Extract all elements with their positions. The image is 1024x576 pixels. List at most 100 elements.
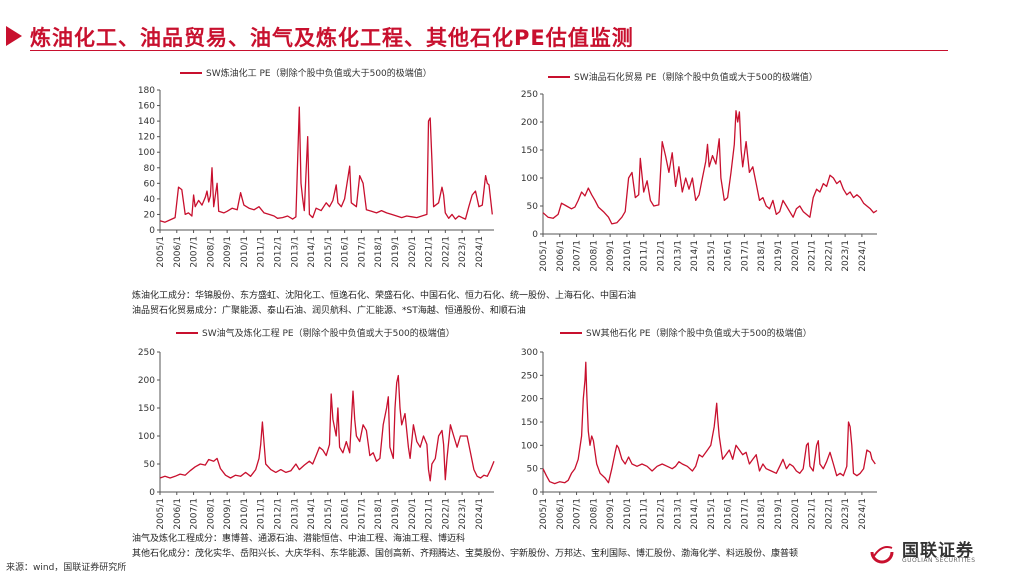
x-tick-label: 2013/1 bbox=[290, 236, 300, 268]
x-tick-label: 2024/1 bbox=[858, 240, 868, 272]
legend-trade-label: SW油品石化贸易 PE（剔除个股中负值或大于500的极端值） bbox=[574, 73, 818, 83]
chart-refining: 0 20 40 60 80 100 120 140 160 180 2005/1 2006/1 2007… bbox=[122, 78, 502, 288]
x-tick-label: 2022/1 bbox=[824, 240, 834, 272]
chart-trade-svg: 0 50 100 150 200 250 2005/1 2006/1 2007/1 2008/1 2… bbox=[521, 90, 878, 272]
x-tick-label: 2013/1 bbox=[673, 498, 683, 530]
x-tick-label: 2013/1 bbox=[290, 498, 300, 530]
y-tick-label: 40 bbox=[144, 195, 156, 205]
chart-engineering-svg: 0 50 100 150 200 250 2005/1 2006/1 2007/1 2008/1 2… bbox=[138, 348, 495, 530]
x-tick-label: 2014/1 bbox=[690, 498, 700, 530]
x-tick-label: 2008/1 bbox=[206, 498, 216, 530]
x-tick-label: 2008/1 bbox=[206, 236, 216, 268]
y-tick-label: 250 bbox=[138, 348, 155, 358]
x-tick-label: 2011/1 bbox=[640, 498, 650, 530]
x-tick-label: 2006/1 bbox=[556, 240, 566, 272]
x-tick-label: 2020/1 bbox=[408, 236, 418, 268]
y-tick-label: 60 bbox=[144, 179, 156, 189]
x-tick-label: 2016/1 bbox=[341, 498, 351, 530]
y-tick-label: 50 bbox=[527, 202, 539, 212]
x-tick-label: 2023/1 bbox=[841, 240, 851, 272]
members-trade: 油品贸石化贸易成分：广聚能源、泰山石油、润贝航科、广汇能源、*ST海越、恒通股份… bbox=[132, 306, 526, 316]
y-tick-label: 100 bbox=[138, 432, 155, 442]
x-tick-label: 2016/1 bbox=[724, 240, 734, 272]
x-tick-label: 2021/1 bbox=[808, 498, 818, 530]
x-tick-label: 2006/1 bbox=[173, 498, 183, 530]
y-tick-label: 180 bbox=[138, 86, 155, 96]
x-tick-label: 2022/1 bbox=[441, 498, 451, 530]
y-tick-label: 160 bbox=[138, 102, 155, 112]
x-tick-label: 2013/1 bbox=[673, 240, 683, 272]
x-tick-label: 2009/1 bbox=[606, 498, 616, 530]
y-tick-label: 100 bbox=[138, 148, 155, 158]
y-tick-label: 100 bbox=[521, 441, 538, 451]
y-tick-label: 200 bbox=[138, 376, 155, 386]
y-tick-label: 50 bbox=[527, 465, 539, 475]
x-tick-label: 2009/1 bbox=[223, 236, 233, 268]
y-tick-label: 120 bbox=[138, 133, 155, 143]
legend-refining: SW炼油化工 PE（剔除个股中负值或大于500的极端值） bbox=[180, 66, 432, 79]
y-tick-label: 250 bbox=[521, 371, 538, 381]
y-tick-label: 20 bbox=[144, 210, 156, 220]
logo-subtext: GUOLIAN SECURITIES bbox=[902, 557, 976, 564]
y-tick-label: 0 bbox=[532, 488, 538, 498]
x-tick-label: 2010/1 bbox=[623, 240, 633, 272]
y-tick-label: 150 bbox=[521, 418, 538, 428]
x-tick-label: 2015/1 bbox=[707, 240, 717, 272]
x-tick-label: 2011/1 bbox=[640, 240, 650, 272]
y-tick-label: 0 bbox=[149, 226, 155, 236]
x-tick-label: 2017/1 bbox=[740, 240, 750, 272]
x-tick-label: 2011/1 bbox=[257, 498, 267, 530]
chart-other-svg: 0 50 100 150 200 250 300 2005/1 2006/1 2007/1 2008… bbox=[521, 348, 877, 530]
y-tick-label: 150 bbox=[521, 146, 538, 156]
x-tick-label: 2005/1 bbox=[156, 236, 166, 268]
x-tick-label: 2006/1 bbox=[173, 236, 183, 268]
x-tick-label: 2023/1 bbox=[841, 498, 851, 530]
chart-trade: 0 50 100 150 200 250 2005/1 2006/1 2007/1 2008/1 2… bbox=[505, 82, 885, 292]
legend-trade: SW油品石化贸易 PE（剔除个股中负值或大于500的极端值） bbox=[548, 70, 818, 83]
members-refining: 炼油化工成分：华锦股份、东方盛虹、沈阳化工、恒逸石化、荣盛石化、中国石化、恒力石… bbox=[132, 291, 637, 301]
x-tick-label: 2005/1 bbox=[156, 498, 166, 530]
x-tick-label: 2009/1 bbox=[223, 498, 233, 530]
x-tick-label: 2005/1 bbox=[539, 498, 549, 530]
y-tick-label: 300 bbox=[521, 348, 538, 358]
chart-other: 0 50 100 150 200 250 300 2005/1 2006/1 2007/1 2008… bbox=[505, 340, 885, 550]
members-other: 其他石化成分：茂化实华、岳阳兴长、大庆华科、东华能源、国创高新、齐翔腾达、宝莫股… bbox=[132, 549, 799, 559]
x-tick-label: 2023/1 bbox=[458, 498, 468, 530]
x-tick-label: 2016/1 bbox=[341, 236, 351, 268]
x-tick-label: 2021/1 bbox=[425, 498, 435, 530]
x-tick-label: 2007/1 bbox=[190, 498, 200, 530]
brand-logo: 国联证券 GUOLIAN SECURITIES bbox=[868, 536, 994, 568]
x-tick-label: 2005/1 bbox=[539, 240, 549, 272]
legend-refining-label: SW炼油化工 PE（剔除个股中负值或大于500的极端值） bbox=[206, 69, 432, 79]
x-tick-label: 2019/1 bbox=[391, 236, 401, 268]
x-tick-label: 2006/1 bbox=[556, 498, 566, 530]
chart-refining-svg: 0 20 40 60 80 100 120 140 160 180 2005/1 2006/1 2007… bbox=[138, 86, 494, 268]
x-tick-label: 2021/1 bbox=[425, 236, 435, 268]
x-tick-label: 2019/1 bbox=[774, 498, 784, 530]
logo-text: 国联证券 bbox=[902, 541, 974, 561]
x-tick-label: 2010/1 bbox=[240, 236, 250, 268]
x-tick-label: 2016/1 bbox=[724, 498, 734, 530]
y-tick-label: 80 bbox=[144, 164, 156, 174]
y-tick-label: 0 bbox=[532, 230, 538, 240]
x-tick-label: 2010/1 bbox=[240, 498, 250, 530]
x-tick-label: 2012/1 bbox=[273, 498, 283, 530]
y-tick-label: 200 bbox=[521, 395, 538, 405]
y-tick-label: 100 bbox=[521, 174, 538, 184]
x-tick-label: 2023/1 bbox=[458, 236, 468, 268]
source-note: 来源：wind，国联证券研究所 bbox=[6, 563, 127, 573]
x-tick-label: 2024/1 bbox=[858, 498, 868, 530]
x-tick-label: 2017/1 bbox=[357, 236, 367, 268]
y-tick-label: 200 bbox=[521, 118, 538, 128]
x-tick-label: 2009/1 bbox=[606, 240, 616, 272]
x-tick-label: 2018/1 bbox=[374, 498, 384, 530]
x-tick-label: 2015/1 bbox=[324, 236, 334, 268]
x-tick-label: 2012/1 bbox=[656, 240, 666, 272]
chart-engineering: 0 50 100 150 200 250 2005/1 2006/1 2007/1 2008/1 2… bbox=[122, 340, 502, 550]
x-tick-label: 2007/1 bbox=[573, 498, 583, 530]
x-tick-label: 2010/1 bbox=[623, 498, 633, 530]
x-tick-label: 2020/1 bbox=[791, 498, 801, 530]
members-engineering: 油气及炼化工程成分：惠博普、通源石油、潜能恒信、中油工程、海油工程、博迈科 bbox=[132, 534, 466, 544]
title-marker bbox=[6, 26, 22, 46]
x-tick-label: 2020/1 bbox=[408, 498, 418, 530]
